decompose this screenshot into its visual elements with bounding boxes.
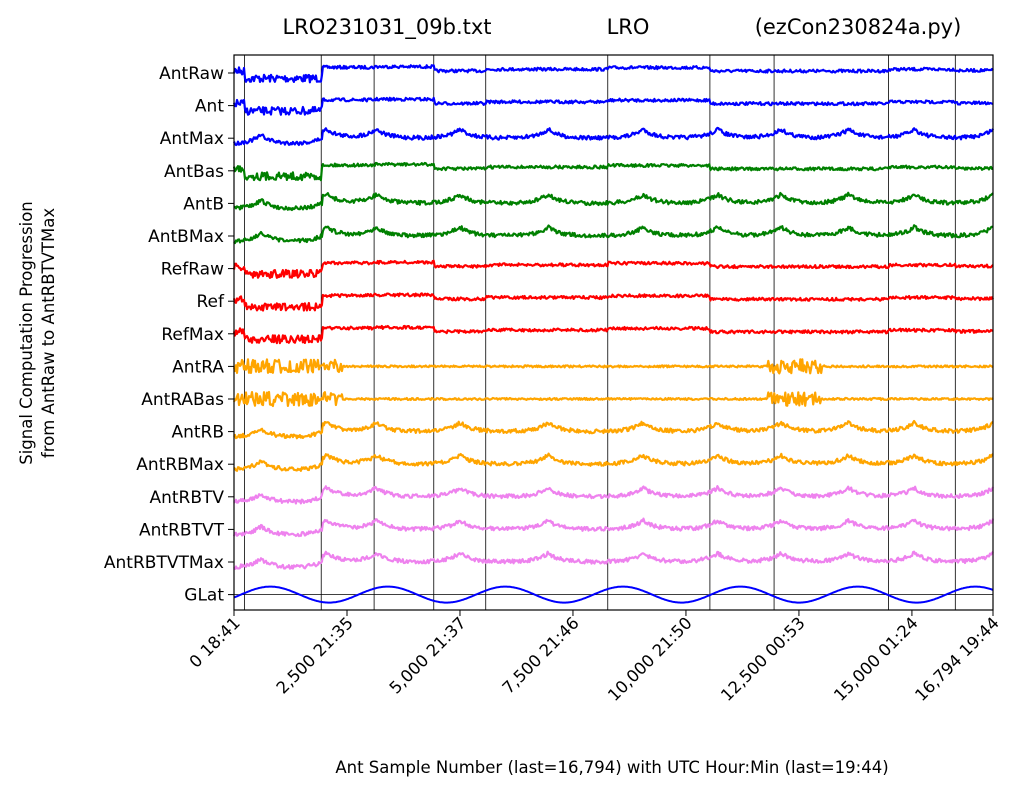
series-line-antrbmax	[233, 452, 994, 472]
series-line-glat	[233, 585, 994, 604]
y-tick-label-glat: GLat	[184, 586, 224, 606]
y-tick-label-antrb: AntRB	[171, 423, 224, 443]
series-line-refmax	[232, 324, 994, 345]
y-tick-label-antrbtvt: AntRBTVT	[139, 520, 225, 540]
y-tick-label-refraw: RefRaw	[161, 260, 224, 280]
y-tick-label-antb: AntB	[183, 194, 224, 214]
series-line-refraw	[232, 259, 994, 279]
y-axis-label-line2: from AntRaw to AntRBTVTMax	[39, 208, 58, 458]
chart-title-station: LRO	[607, 15, 650, 39]
x-tick-label: 2,500 21:35	[273, 613, 357, 697]
y-axis-label-line1: Signal Computation Progression	[17, 201, 36, 465]
series-line-antrabas	[232, 390, 994, 408]
series-line-ref	[232, 292, 994, 312]
series-line-antb	[233, 191, 994, 212]
x-tick-label: 10,000 21:50	[604, 613, 696, 705]
y-tick-label-refmax: RefMax	[161, 325, 224, 345]
series-line-antra	[232, 358, 994, 375]
series-line-ant	[232, 96, 994, 116]
y-tick-label-ant: Ant	[195, 97, 224, 117]
chart-title-filename: LRO231031_09b.txt	[282, 15, 491, 40]
y-tick-label-antrabas: AntRABas	[141, 390, 224, 410]
x-axis-label: Ant Sample Number (last=16,794) with UTC…	[335, 758, 888, 777]
series-line-antrbtvtmax	[233, 550, 994, 570]
x-tick-label: 7,500 21:46	[499, 613, 583, 697]
series-line-antmax	[232, 126, 994, 147]
chart-title-script: (ezCon230824a.py)	[755, 15, 962, 39]
plot-frame	[233, 54, 994, 611]
series-line-antbas	[232, 161, 994, 182]
series-line-antrbtv	[233, 485, 995, 505]
y-tick-label-antrbtvtmax: AntRBTVTMax	[104, 553, 224, 573]
series-line-antrb	[233, 419, 994, 440]
series-line-antbmax	[233, 224, 994, 245]
y-tick-label-ref: Ref	[197, 292, 226, 312]
y-tick-label-antbas: AntBas	[164, 162, 224, 182]
x-tick-label: 15,000 01:24	[830, 613, 922, 705]
y-tick-label-antbmax: AntBMax	[148, 227, 224, 247]
series-line-antraw	[232, 64, 994, 84]
y-tick-label-antrbtv: AntRBTV	[149, 488, 224, 508]
series-line-antrbtvt	[232, 517, 995, 538]
x-tick-label: 12,500 00:53	[717, 613, 809, 705]
y-tick-label-antrbmax: AntRBMax	[136, 455, 224, 475]
x-tick-label: 5,000 21:37	[386, 613, 470, 697]
x-tick-label: 0 18:41	[186, 613, 244, 671]
y-tick-label-antmax: AntMax	[160, 129, 224, 149]
y-tick-label-antraw: AntRaw	[159, 64, 224, 84]
x-tick-label: 16,794 19:44	[911, 613, 1003, 705]
y-tick-label-antra: AntRA	[172, 357, 224, 377]
